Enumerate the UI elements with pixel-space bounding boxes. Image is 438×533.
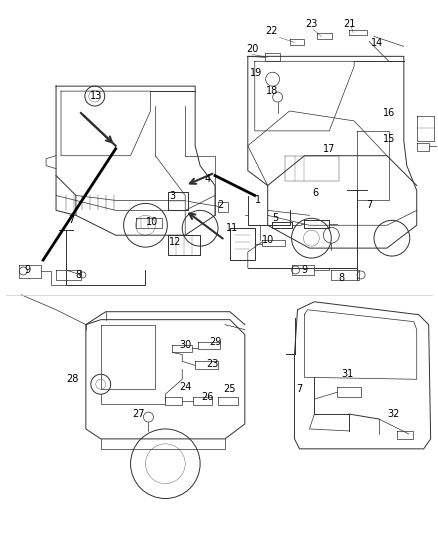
Text: 7: 7 — [297, 384, 303, 394]
Text: 21: 21 — [343, 19, 355, 29]
Text: 26: 26 — [201, 392, 213, 402]
Text: 4: 4 — [205, 174, 211, 183]
Text: 7: 7 — [366, 200, 372, 211]
Text: 28: 28 — [67, 374, 79, 384]
Text: 13: 13 — [90, 91, 102, 101]
Text: 11: 11 — [226, 223, 238, 233]
Text: 19: 19 — [250, 68, 262, 78]
Text: 5: 5 — [272, 213, 279, 223]
Text: 29: 29 — [209, 336, 221, 346]
Text: 16: 16 — [383, 108, 395, 118]
Text: 3: 3 — [169, 191, 175, 201]
Text: 25: 25 — [224, 384, 236, 394]
Text: 22: 22 — [265, 27, 278, 36]
Text: 24: 24 — [179, 382, 191, 392]
Text: 15: 15 — [383, 134, 395, 144]
Text: 9: 9 — [301, 265, 307, 275]
Text: 1: 1 — [254, 196, 261, 205]
Text: 23: 23 — [305, 19, 318, 29]
Text: 32: 32 — [388, 409, 400, 419]
Text: 17: 17 — [323, 144, 336, 154]
Text: 27: 27 — [132, 409, 145, 419]
Text: 7: 7 — [68, 215, 74, 225]
Text: 12: 12 — [169, 237, 181, 247]
Text: 8: 8 — [76, 270, 82, 280]
Text: 31: 31 — [341, 369, 353, 379]
Text: 30: 30 — [179, 340, 191, 350]
Text: 23: 23 — [206, 359, 218, 369]
Text: 20: 20 — [247, 44, 259, 54]
Text: 10: 10 — [261, 235, 274, 245]
Text: 8: 8 — [338, 273, 344, 283]
Text: 2: 2 — [217, 200, 223, 211]
Text: 10: 10 — [146, 217, 159, 227]
Text: 9: 9 — [24, 265, 30, 275]
Text: 18: 18 — [265, 86, 278, 96]
Text: 6: 6 — [312, 189, 318, 198]
Text: 14: 14 — [371, 38, 383, 49]
